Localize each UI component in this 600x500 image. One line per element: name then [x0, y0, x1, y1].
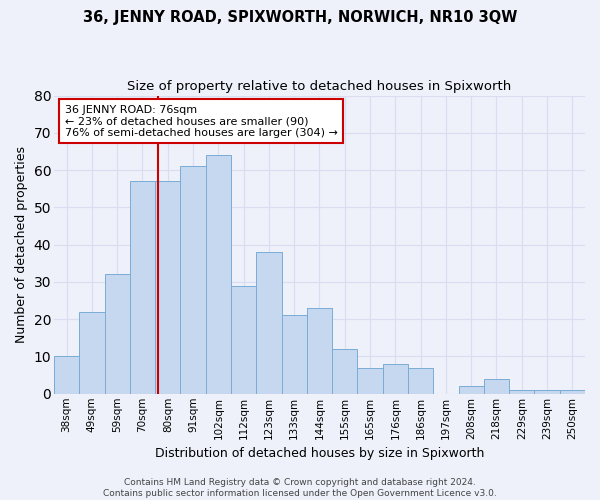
Bar: [458, 386, 484, 394]
Bar: [383, 364, 408, 394]
Bar: [79, 312, 104, 394]
Bar: [155, 182, 181, 394]
Text: Contains HM Land Registry data © Crown copyright and database right 2024.
Contai: Contains HM Land Registry data © Crown c…: [103, 478, 497, 498]
Bar: [484, 379, 509, 394]
X-axis label: Distribution of detached houses by size in Spixworth: Distribution of detached houses by size …: [155, 447, 484, 460]
Bar: [104, 274, 130, 394]
Bar: [130, 182, 155, 394]
Bar: [281, 316, 307, 394]
Title: Size of property relative to detached houses in Spixworth: Size of property relative to detached ho…: [127, 80, 512, 93]
Bar: [256, 252, 281, 394]
Bar: [408, 368, 433, 394]
Bar: [560, 390, 585, 394]
Bar: [509, 390, 535, 394]
Bar: [307, 308, 332, 394]
Bar: [332, 349, 358, 394]
Bar: [358, 368, 383, 394]
Bar: [535, 390, 560, 394]
Y-axis label: Number of detached properties: Number of detached properties: [15, 146, 28, 343]
Text: 36, JENNY ROAD, SPIXWORTH, NORWICH, NR10 3QW: 36, JENNY ROAD, SPIXWORTH, NORWICH, NR10…: [83, 10, 517, 25]
Text: 36 JENNY ROAD: 76sqm
← 23% of detached houses are smaller (90)
76% of semi-detac: 36 JENNY ROAD: 76sqm ← 23% of detached h…: [65, 104, 337, 138]
Bar: [54, 356, 79, 394]
Bar: [206, 155, 231, 394]
Bar: [231, 286, 256, 394]
Bar: [181, 166, 206, 394]
